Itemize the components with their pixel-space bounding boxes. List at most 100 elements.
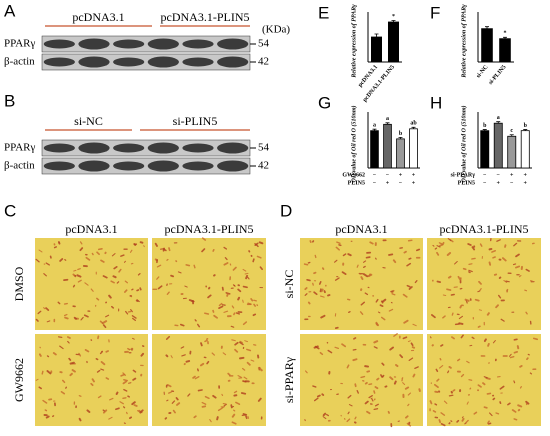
stain bbox=[111, 253, 116, 257]
stain bbox=[154, 242, 158, 247]
stain bbox=[500, 318, 505, 322]
stain bbox=[391, 289, 395, 294]
stain bbox=[125, 411, 128, 415]
stain bbox=[102, 409, 105, 412]
stain bbox=[165, 354, 169, 358]
stain bbox=[389, 376, 394, 381]
stain bbox=[334, 277, 340, 281]
stain bbox=[461, 416, 464, 419]
stain bbox=[233, 390, 238, 394]
stain bbox=[100, 259, 105, 263]
blot-band bbox=[147, 56, 179, 68]
stain bbox=[85, 256, 91, 261]
row-label: β-actin bbox=[4, 160, 35, 172]
treatment-sign: + bbox=[412, 180, 416, 186]
stain bbox=[244, 272, 249, 275]
stain bbox=[435, 368, 439, 373]
stain bbox=[352, 358, 358, 362]
stain bbox=[517, 404, 523, 408]
stain bbox=[99, 320, 104, 325]
stain bbox=[115, 407, 120, 411]
stain bbox=[102, 324, 107, 329]
stain bbox=[231, 413, 236, 418]
stain bbox=[90, 288, 94, 292]
stain bbox=[471, 246, 476, 251]
blot-band bbox=[78, 142, 110, 154]
stain bbox=[442, 315, 446, 319]
stain bbox=[454, 261, 458, 265]
stain bbox=[105, 377, 110, 380]
stain bbox=[501, 257, 507, 262]
stain bbox=[403, 250, 407, 254]
stain bbox=[35, 378, 39, 381]
stain bbox=[354, 416, 357, 420]
stain bbox=[91, 378, 95, 383]
stain bbox=[347, 253, 352, 257]
stain bbox=[79, 241, 83, 245]
stain bbox=[377, 311, 381, 314]
stain bbox=[131, 315, 137, 319]
stain bbox=[407, 403, 410, 407]
kda-unit: (KDa) bbox=[262, 24, 290, 36]
blot-band bbox=[43, 57, 75, 67]
stain bbox=[96, 251, 100, 256]
stain bbox=[320, 288, 324, 293]
stain bbox=[239, 341, 244, 346]
stain bbox=[322, 412, 327, 417]
stain bbox=[462, 267, 467, 271]
x-tick-label: pcDNA3.1-PLIN5 bbox=[362, 64, 396, 103]
stain bbox=[64, 313, 68, 317]
stain bbox=[44, 409, 48, 412]
stain bbox=[503, 280, 508, 283]
row-label: GW9662 bbox=[12, 358, 26, 402]
stain bbox=[477, 384, 482, 388]
stain bbox=[257, 366, 263, 372]
treatment-sign: + bbox=[497, 180, 501, 186]
bar bbox=[481, 28, 493, 63]
stain bbox=[237, 375, 242, 378]
stain bbox=[452, 389, 456, 392]
stain bbox=[515, 253, 520, 258]
y-axis-label: OD value of Oil red O (510nm) bbox=[460, 106, 467, 183]
stain bbox=[440, 423, 446, 427]
treatment-name: PLIN5 bbox=[458, 180, 475, 186]
error-bar bbox=[411, 126, 416, 129]
stain bbox=[211, 352, 215, 356]
stain bbox=[319, 288, 322, 293]
stain bbox=[306, 278, 311, 282]
stain bbox=[467, 243, 472, 246]
stain bbox=[58, 336, 63, 339]
stain bbox=[143, 245, 145, 248]
stain bbox=[483, 376, 488, 379]
stain bbox=[37, 310, 42, 315]
treatment-sign: − bbox=[497, 172, 501, 178]
stain bbox=[237, 296, 241, 301]
stain bbox=[46, 370, 52, 375]
stain bbox=[231, 305, 235, 309]
stain bbox=[441, 241, 445, 246]
stain bbox=[402, 382, 406, 386]
stain bbox=[166, 384, 172, 388]
blot-band bbox=[43, 143, 75, 153]
stain bbox=[218, 302, 223, 307]
stain bbox=[479, 288, 482, 292]
stain bbox=[105, 314, 110, 318]
stain bbox=[364, 381, 368, 385]
stain bbox=[393, 380, 397, 385]
stain bbox=[133, 404, 138, 407]
stain bbox=[436, 245, 441, 248]
stain bbox=[78, 417, 82, 422]
stain bbox=[506, 288, 509, 293]
error-bar bbox=[523, 129, 528, 131]
stain bbox=[96, 369, 101, 373]
panel-letter: F bbox=[430, 3, 440, 22]
stain bbox=[511, 409, 517, 413]
stain bbox=[457, 275, 461, 280]
stain bbox=[234, 341, 239, 346]
significance: b bbox=[483, 123, 487, 129]
column-label: pcDNA3.1 bbox=[335, 222, 387, 236]
stain bbox=[388, 308, 394, 312]
panel-letter: A bbox=[4, 1, 16, 20]
panel-letter: G bbox=[318, 93, 331, 112]
stain bbox=[235, 401, 241, 406]
